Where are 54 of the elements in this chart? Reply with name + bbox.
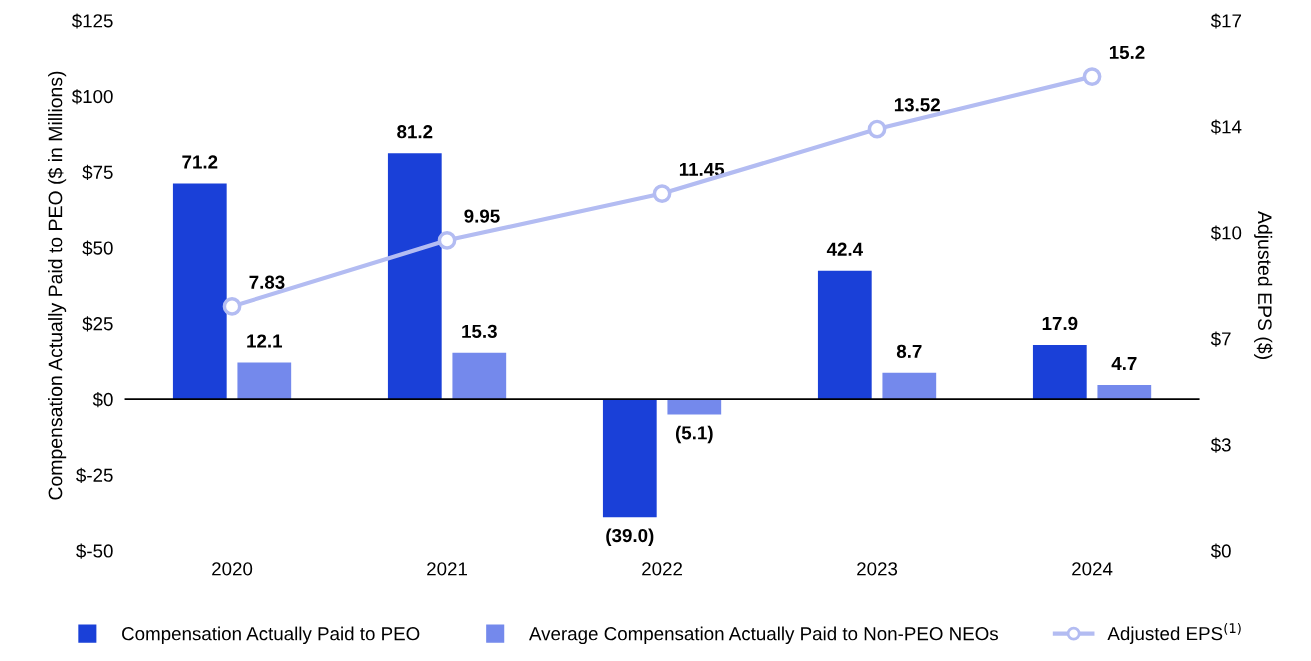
data-label: 7.83 [249, 275, 285, 289]
data-label: 11.45 [679, 162, 725, 176]
bar [237, 362, 292, 400]
x-tick-label: 2022 [642, 562, 682, 576]
legend-label: Compensation Actually Paid to PEO [122, 626, 420, 645]
legend-label: Adjusted EPS$^{(1)}$ [1107, 622, 1241, 644]
y-tick-label: $0 [92, 392, 113, 408]
bar [387, 153, 442, 400]
y-tick-label: $50 [82, 240, 113, 256]
x-tick-label: 2021 [427, 562, 467, 576]
legend-label: Average Compensation Actually Paid to Non-PEO NEOs [529, 626, 998, 645]
x-tick-label: 2020 [212, 562, 253, 576]
y-tick-label: $-50 [76, 543, 113, 559]
data-label: (5.1) [675, 425, 713, 444]
data-label: 42.4 [826, 242, 863, 256]
y-tick-label: $125 [71, 13, 113, 29]
x-tick-label: 2023 [857, 562, 898, 576]
data-label: 15.2 [1109, 45, 1145, 60]
bar [817, 270, 872, 400]
y2-tick-label: $0 [1210, 543, 1231, 559]
data-label: (39.0) [606, 528, 654, 546]
bar [667, 399, 722, 415]
y-tick-label: $25 [82, 316, 113, 332]
data-label: 4.7 [1111, 357, 1137, 370]
y-tick-label: $75 [82, 164, 113, 181]
data-label: 81.2 [397, 125, 433, 139]
y2-tick-label: $17 [1210, 13, 1242, 29]
point [1082, 67, 1102, 86]
data-label: 13.52 [894, 98, 940, 112]
bar [602, 399, 657, 518]
y-tick-label: $-25 [76, 467, 113, 483]
data-label: 17.9 [1042, 316, 1078, 331]
y2-tick-label: $3 [1210, 437, 1231, 453]
data-label: 8.7 [896, 344, 922, 358]
x-tick-label: 2024 [1072, 562, 1113, 576]
y2-tick-label: $14 [1210, 119, 1242, 135]
bar [1032, 344, 1087, 400]
y-axis-title: Compensation Actually Paid to PEO ($ in Millions) [47, 71, 67, 500]
point [222, 297, 242, 316]
point [652, 184, 672, 203]
y-tick-label: $100 [71, 89, 113, 105]
bar [452, 352, 507, 400]
bar [172, 183, 227, 400]
y2-axis-title: Adjusted EPS ($) [1254, 211, 1273, 359]
bar [1097, 384, 1152, 400]
y2-tick-label: $7 [1210, 331, 1231, 347]
point [437, 230, 457, 250]
data-label: 71.2 [182, 155, 218, 169]
data-label: 15.3 [462, 324, 497, 339]
bar [882, 372, 937, 400]
point [867, 119, 887, 139]
y2-tick-label: $10 [1210, 225, 1242, 241]
data-label: 9.95 [464, 209, 500, 223]
data-label: 12.1 [247, 334, 283, 348]
